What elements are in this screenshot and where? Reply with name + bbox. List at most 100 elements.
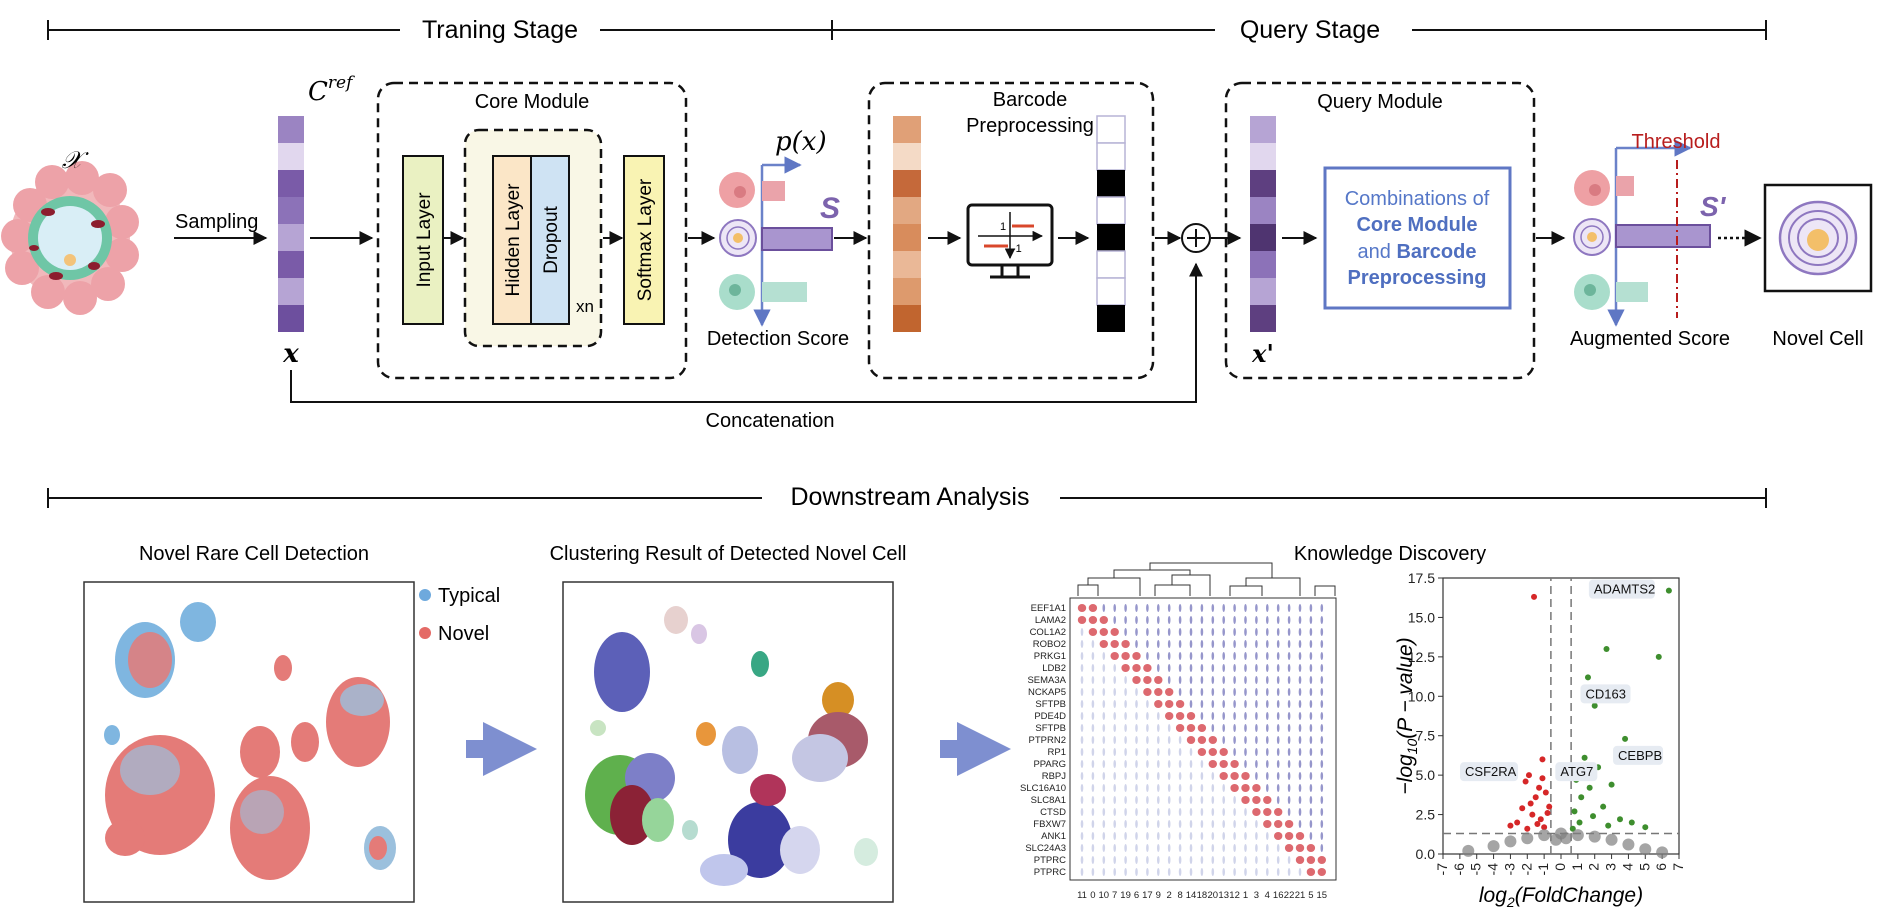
violin-cluster-label: 6 xyxy=(1134,890,1139,901)
volcano-point xyxy=(1504,835,1517,848)
violin-mark xyxy=(1189,844,1193,852)
violin-cluster-label: 21 xyxy=(1295,890,1306,901)
violin-gene-label: LDB2 xyxy=(1042,663,1066,674)
violin-mark xyxy=(1276,784,1280,792)
violin-mark xyxy=(1124,604,1127,612)
barcode-title-1: Barcode xyxy=(993,89,1068,111)
violin-mark xyxy=(1287,868,1291,876)
volcano-point xyxy=(1591,702,1598,709)
violin-mark xyxy=(1157,652,1160,660)
violin-mark xyxy=(1091,760,1095,768)
violin-mark xyxy=(1244,856,1247,864)
violin-mark xyxy=(1146,832,1149,840)
volcano-ytick-label: 15.0 xyxy=(1408,609,1435,625)
violin-mark xyxy=(1309,604,1313,612)
violin-mark xyxy=(1298,760,1302,768)
violin-mark xyxy=(1102,820,1106,828)
volcano-annotation-label: ADAMTS2 xyxy=(1594,582,1655,597)
violin-mark xyxy=(1110,640,1119,648)
violin-mark xyxy=(1113,844,1116,852)
violin-mark xyxy=(1178,640,1182,648)
violin-mark xyxy=(1222,784,1225,792)
volcano-annotation-label: CSF2RA xyxy=(1465,764,1517,779)
violin-mark xyxy=(1077,604,1087,612)
x-prime-symbol: x' xyxy=(1251,339,1274,368)
violin-mark xyxy=(1189,796,1193,804)
violin-mark xyxy=(1222,724,1225,732)
violin-mark xyxy=(1211,796,1215,804)
violin-mark xyxy=(1110,652,1119,660)
violin-mark xyxy=(1135,712,1138,720)
violin-mark xyxy=(1244,688,1247,696)
violin-mark xyxy=(1165,688,1174,696)
violin-mark xyxy=(1309,688,1313,696)
sampling-label: Sampling xyxy=(175,211,258,233)
violin-mark xyxy=(1080,700,1084,708)
violin-mark xyxy=(1186,736,1196,744)
query-module-box xyxy=(1224,81,1536,380)
violin-mark xyxy=(1167,856,1171,864)
violin-mark xyxy=(1157,604,1160,612)
s-prime-label: S' xyxy=(1700,191,1727,222)
violin-mark xyxy=(1178,772,1182,780)
violin-mark xyxy=(1255,760,1258,768)
volcano-point xyxy=(1588,830,1601,843)
violin-mark xyxy=(1276,652,1280,660)
violin-mark xyxy=(1091,664,1095,672)
volcano-point xyxy=(1622,838,1635,851)
violin-mark xyxy=(1189,676,1193,684)
volcano-xtick-label: -4 xyxy=(1485,863,1501,876)
violin-mark xyxy=(1276,844,1280,852)
violin-mark xyxy=(1154,676,1163,684)
violin-mark xyxy=(1211,856,1215,864)
augmented-bar-2 xyxy=(1615,224,1711,248)
violin-mark xyxy=(1266,688,1269,696)
violin-mark xyxy=(1233,640,1236,648)
violin-mark xyxy=(1135,844,1138,852)
violin-mark xyxy=(1309,760,1313,768)
violin-mark xyxy=(1219,748,1228,756)
violin-mark xyxy=(1233,604,1236,612)
violin-mark xyxy=(1244,748,1247,756)
violin-mark xyxy=(1320,724,1324,732)
volcano-annotation-box xyxy=(1588,579,1655,599)
violin-mark xyxy=(1230,772,1239,780)
violin-mark xyxy=(1222,844,1225,852)
volcano-ytick-label: 2.5 xyxy=(1416,807,1436,823)
violin-mark xyxy=(1157,748,1160,756)
volcano-annotation-box xyxy=(1460,762,1519,782)
violin-mark xyxy=(1211,844,1215,852)
violin-mark xyxy=(1091,736,1095,744)
volcano-xtick-label: -5 xyxy=(1468,863,1484,876)
augmented-bar-3 xyxy=(1616,282,1648,302)
violin-mark xyxy=(1124,688,1127,696)
violin-mark xyxy=(1099,628,1109,636)
volcano-y-ticks: 0.0 2.5 5.0 7.5 10.0 12.5 15.0 17.5 xyxy=(1408,570,1443,862)
volcano-xtick-label: 0 xyxy=(1552,863,1568,871)
violin-gene-label: PPARG xyxy=(1033,759,1066,770)
violin-mark xyxy=(1266,616,1269,624)
violin-mark xyxy=(1263,796,1272,804)
violin-mark xyxy=(1211,784,1215,792)
violin-mark xyxy=(1211,724,1215,732)
violin-mark xyxy=(1167,772,1171,780)
core-module-title: Core Module xyxy=(475,91,590,113)
volcano-point xyxy=(1655,653,1662,660)
violin-mark xyxy=(1274,820,1283,828)
violin-cluster-labels: 11 0 10 7 19 6 17 9 2 8 14 18 20 13 12 1 3 4 16 22 21 5 15 xyxy=(1077,890,1327,901)
violin-mark xyxy=(1276,760,1280,768)
violin-mark xyxy=(1276,700,1280,708)
volcano-xlabel: log2(FoldChange) xyxy=(1479,884,1643,910)
volcano-point xyxy=(1536,784,1543,791)
violin-mark xyxy=(1255,832,1258,840)
violin-mark xyxy=(1298,652,1302,660)
violin-mark xyxy=(1178,736,1182,744)
violin-mark xyxy=(1080,724,1084,732)
violin-mark xyxy=(1244,700,1247,708)
violin-mark xyxy=(1266,628,1269,636)
violin-mark xyxy=(1320,796,1324,804)
violin-mark xyxy=(1200,640,1204,648)
violin-mark xyxy=(1244,832,1247,840)
volcano-point xyxy=(1578,794,1585,801)
violin-mark xyxy=(1276,688,1280,696)
